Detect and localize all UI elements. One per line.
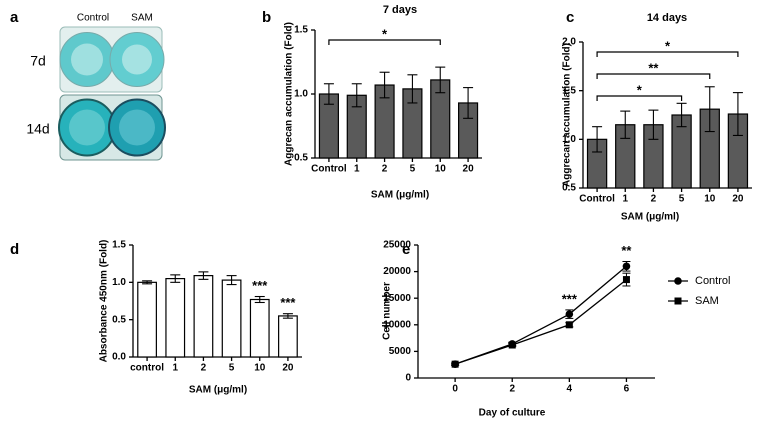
y-tick-label: 0.5 (294, 153, 308, 164)
y-tick-label: 1.5 (112, 240, 126, 251)
x-axis-label: SAM (μg/ml) (371, 190, 429, 201)
x-axis-label: SAM (μg/ml) (189, 385, 247, 396)
x-tick-label: 1 (354, 164, 360, 175)
panel-letter: d (10, 241, 19, 258)
y-tick-label: 1.5 (294, 25, 308, 36)
y-tick-label: 15000 (383, 293, 411, 304)
plate-image (58, 26, 166, 161)
y-tick-label: 1.0 (112, 277, 126, 288)
x-tick-label: 2 (382, 164, 388, 175)
significance-label: * (382, 26, 388, 41)
x-tick-label: 10 (704, 194, 716, 205)
y-tick-label: 0.5 (562, 183, 576, 194)
x-tick-label: 5 (229, 363, 235, 374)
x-tick-label: control (130, 363, 164, 374)
x-tick-label: 4 (567, 384, 573, 395)
x-tick-label: 20 (282, 363, 294, 374)
well-center (119, 109, 155, 146)
y-axis-label: Cell number (382, 282, 393, 340)
y-tick-label: 25000 (383, 240, 411, 251)
marker (622, 276, 630, 284)
bar (193, 275, 214, 358)
significance-bracket (596, 95, 683, 101)
significance-label: *** (562, 291, 578, 306)
panel-letter: b (262, 9, 271, 26)
y-axis-label: Absorbance 450nm (Fold) (99, 240, 110, 363)
marker (451, 360, 459, 368)
column-label: SAM (131, 13, 153, 24)
line (454, 279, 627, 365)
significance-label: * (665, 38, 671, 53)
row-label: 7d (30, 53, 46, 69)
y-tick-label: 0.0 (112, 352, 126, 363)
x-tick-label: 2 (509, 384, 515, 395)
well-center (69, 109, 105, 146)
x-tick-label: 1 (172, 363, 178, 374)
bar (165, 278, 186, 358)
column-label: Control (77, 13, 109, 24)
significance-label: *** (280, 295, 296, 310)
well-center (71, 43, 103, 76)
panel-letter: c (566, 9, 574, 26)
bar (249, 298, 270, 358)
x-tick-label: 5 (410, 164, 416, 175)
significance-label: *** (252, 278, 268, 293)
marker (674, 297, 682, 305)
well-center (122, 44, 152, 75)
row-label: 14d (26, 121, 49, 137)
y-tick-label: 1.0 (294, 89, 308, 100)
y-tick-label: 0.5 (112, 314, 126, 325)
marker (508, 341, 516, 349)
chart-title: 14 days (647, 12, 687, 24)
x-tick-label: Control (311, 164, 347, 175)
marker (565, 310, 574, 318)
chart-title: 7 days (383, 4, 417, 16)
x-tick-label: 20 (732, 194, 744, 205)
x-tick-label: 2 (201, 363, 207, 374)
y-tick-label: 20000 (383, 266, 411, 277)
x-tick-label: 10 (254, 363, 266, 374)
y-axis-label: Aggrecan accumulation (Fold) (562, 43, 573, 187)
y-tick-label: 10000 (383, 319, 411, 330)
legend-label: Control (695, 275, 730, 287)
x-tick-label: Control (579, 194, 615, 205)
x-tick-label: 6 (624, 384, 630, 395)
x-tick-label: 10 (435, 164, 447, 175)
significance-label: ** (648, 60, 659, 75)
panel-letter: e (402, 241, 410, 258)
y-axis-label: Aggrecan accumulation (Fold) (284, 22, 295, 166)
y-tick-label: 1.0 (562, 134, 576, 145)
significance-label: * (637, 82, 643, 97)
x-tick-label: 0 (452, 384, 458, 395)
marker (674, 277, 682, 285)
x-tick-label: 2 (651, 194, 657, 205)
marker (565, 321, 573, 329)
significance-bracket (596, 51, 739, 57)
x-axis-label: Day of culture (479, 408, 546, 419)
significance-bracket (328, 39, 441, 45)
y-tick-label: 5000 (389, 346, 412, 357)
y-tick-label: 1.5 (562, 85, 576, 96)
line (454, 265, 627, 365)
marker (622, 262, 631, 271)
significance-label: ** (621, 243, 632, 258)
bar (221, 279, 242, 358)
x-tick-label: 20 (463, 164, 475, 175)
significance-bracket (596, 73, 711, 79)
bar (137, 281, 157, 358)
panel-letter: a (10, 9, 19, 26)
legend-label: SAM (695, 295, 719, 307)
x-axis-label: SAM (μg/ml) (621, 212, 679, 223)
x-tick-label: 5 (679, 194, 685, 205)
bar (278, 315, 298, 358)
x-tick-label: 1 (622, 194, 628, 205)
y-tick-label: 0 (405, 373, 411, 384)
y-tick-label: 2.0 (562, 37, 576, 48)
